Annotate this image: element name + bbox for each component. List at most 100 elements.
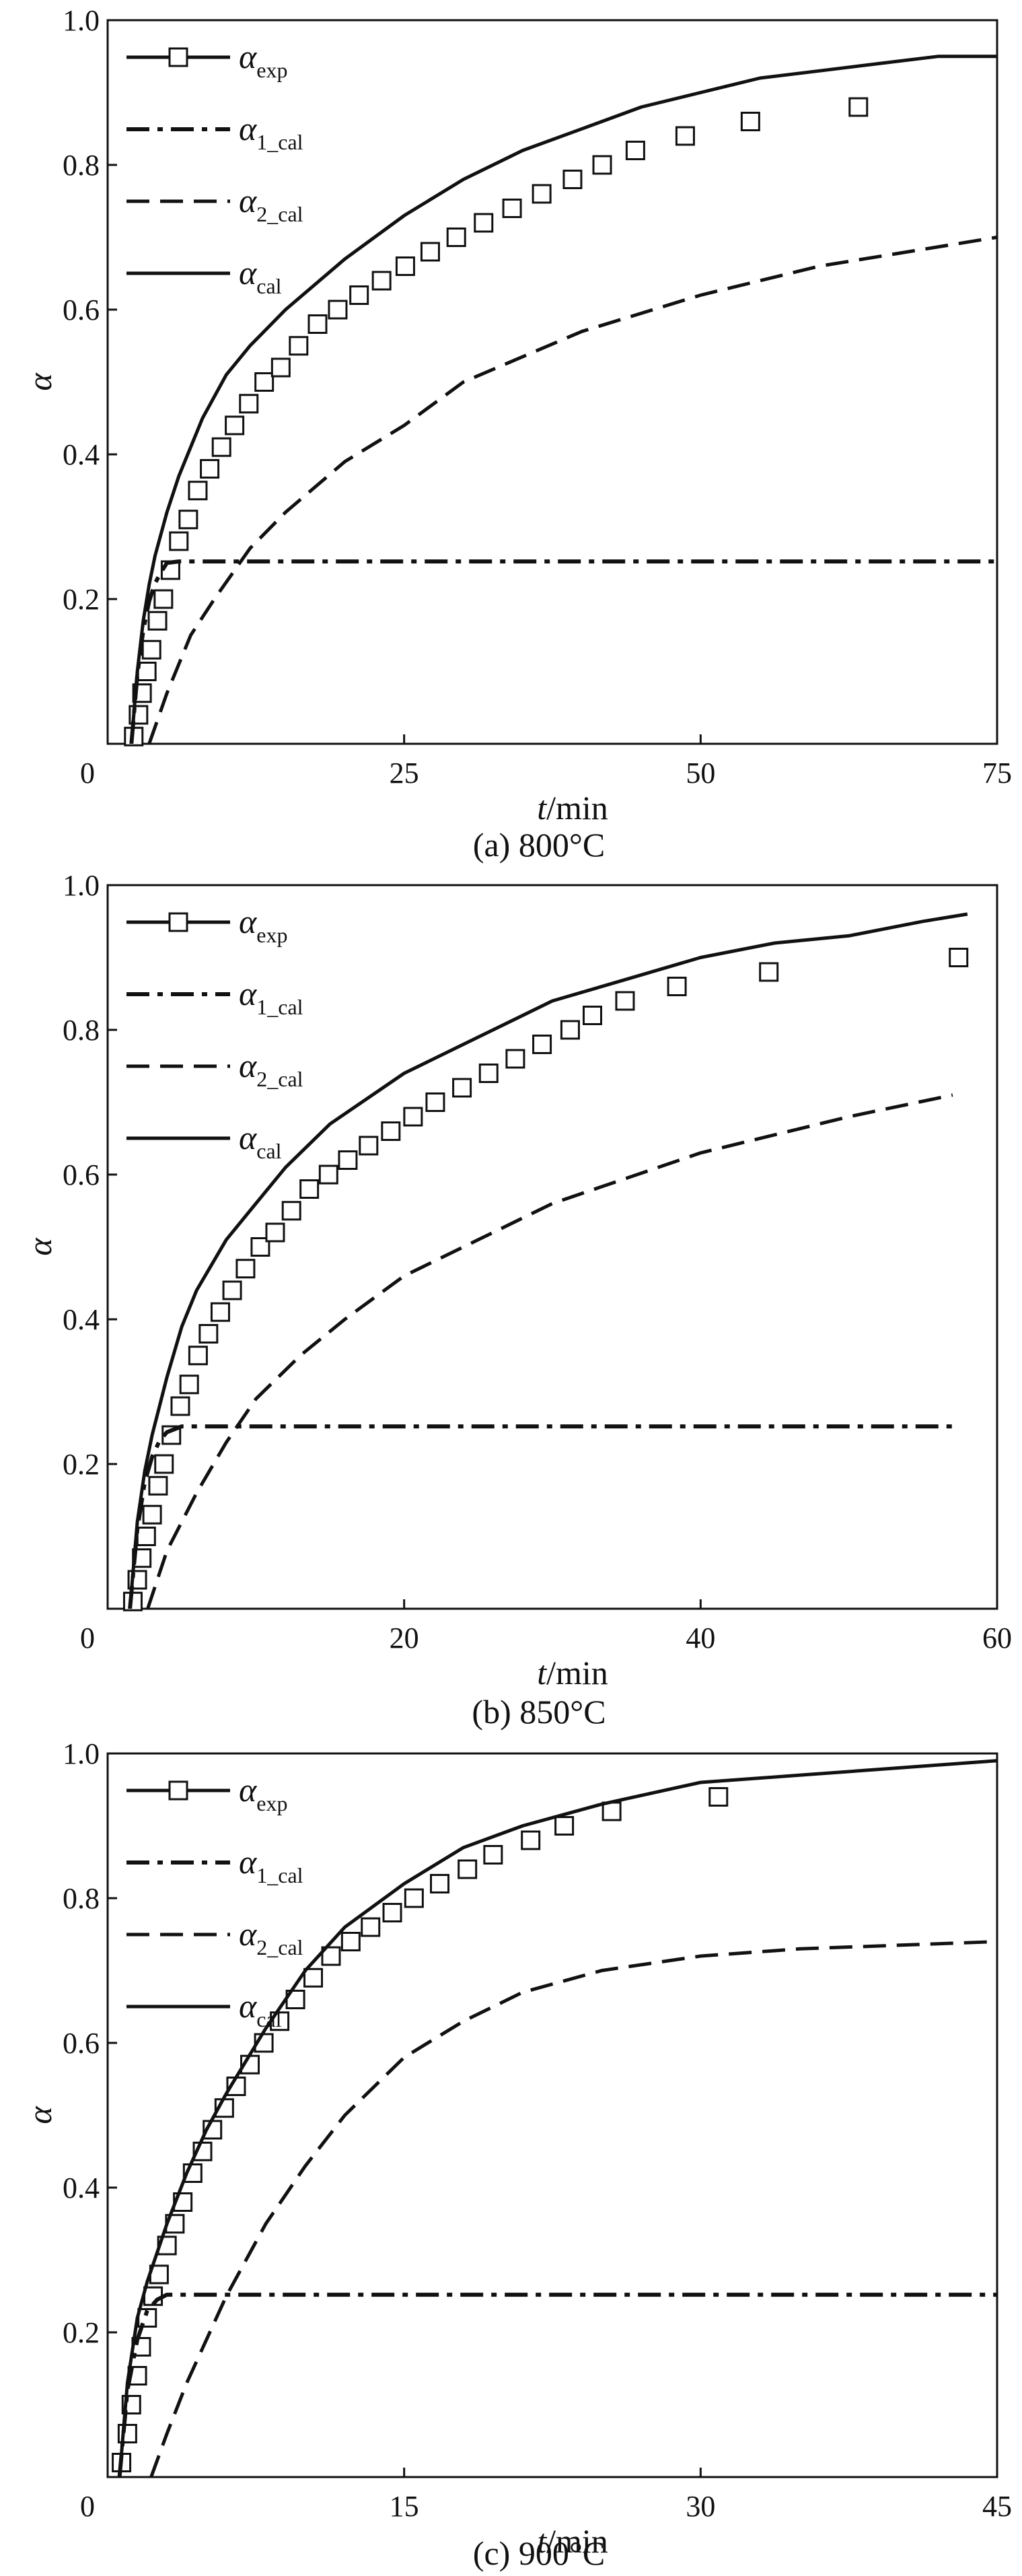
series-line-1-cal: [117, 2293, 997, 2477]
legend-label-main: α: [239, 110, 258, 147]
legend-label-main: α: [239, 254, 258, 291]
data-point-exp: [381, 1121, 401, 1141]
series-exp-markers: [112, 1787, 729, 2472]
y-tick-label: 0.8: [63, 1882, 100, 1915]
y-tick-label: 0.2: [63, 583, 100, 616]
data-point-exp: [371, 271, 392, 291]
plot-frame: [106, 19, 998, 745]
y-tick-label: 0.4: [63, 1303, 100, 1336]
data-point-exp: [141, 639, 161, 660]
data-point-exp: [404, 1888, 424, 1908]
data-point-exp: [192, 2141, 213, 2161]
legend-label-main: α: [239, 38, 258, 75]
legend-label: α1_cal: [239, 975, 303, 1019]
legend-label-sub: exp: [256, 923, 287, 947]
data-point-exp: [281, 1201, 301, 1221]
y-tick-label: 0.2: [63, 1448, 100, 1481]
series-line-2-cal: [149, 1940, 997, 2477]
x-tick-label: 75: [982, 757, 1012, 790]
series-line-cal: [128, 912, 968, 1609]
data-point-exp: [289, 336, 309, 356]
x-tick-label: 50: [686, 757, 715, 790]
legend-label-sub: 1_cal: [256, 995, 303, 1019]
x-axis-label: t/min: [537, 789, 608, 827]
data-point-exp: [420, 242, 440, 262]
legend-label-sub: 2_cal: [256, 1067, 303, 1091]
x-axis-label-var: t: [537, 789, 547, 827]
data-point-exp: [328, 300, 348, 320]
data-point-exp: [478, 1064, 499, 1083]
data-point-exp: [532, 184, 552, 204]
legend-label-sub: cal: [256, 274, 281, 298]
data-point-exp: [147, 611, 168, 631]
x-axis-label-unit: /min: [546, 2522, 608, 2560]
y-tick-label: 0.2: [63, 2316, 100, 2349]
data-point-exp: [483, 1845, 503, 1865]
data-point-exp: [349, 285, 369, 305]
data-point-exp: [848, 97, 869, 117]
data-point-exp: [505, 1049, 525, 1069]
data-point-exp: [137, 662, 157, 681]
legend-label-sub: 2_cal: [256, 1935, 303, 1959]
data-point-exp: [532, 1035, 552, 1054]
legend-label: αcal: [239, 254, 282, 298]
data-point-exp: [425, 1092, 445, 1112]
data-point-exp: [359, 1136, 379, 1156]
legend-label: αexp: [239, 38, 287, 82]
legend-label-sub: cal: [256, 2007, 281, 2031]
data-point-exp: [446, 228, 466, 247]
legend-label: αcal: [239, 1119, 282, 1163]
data-point-exp: [169, 531, 189, 551]
x-tick-label: 40: [686, 1622, 715, 1655]
data-point-exp: [759, 962, 779, 982]
data-point-exp: [403, 1107, 423, 1127]
data-point-exp: [452, 1078, 472, 1098]
x-tick-label: 20: [390, 1622, 419, 1655]
legend-label-sub: exp: [256, 1791, 287, 1815]
data-point-exp: [562, 170, 583, 189]
data-point-exp: [153, 589, 174, 609]
x-axis-label: t/min: [537, 2522, 608, 2560]
legend-label-main: α: [239, 975, 258, 1012]
legend-label: α1_cal: [239, 1843, 303, 1887]
data-point-exp: [303, 1968, 324, 1988]
x-tick-label: 0: [80, 2490, 95, 2523]
data-point-exp: [198, 1324, 219, 1344]
data-point-exp: [307, 314, 328, 334]
x-axis-label: t/min: [537, 1654, 608, 1692]
series-line-1-cal: [129, 559, 997, 744]
x-tick-label: 30: [686, 2490, 715, 2523]
y-tick-label: 0.4: [63, 2171, 100, 2204]
y-tick-label: 0.6: [63, 293, 100, 326]
x-axis-label-unit: /min: [546, 789, 608, 827]
data-point-exp: [708, 1787, 729, 1807]
data-point-exp: [210, 1302, 230, 1322]
data-point-exp: [148, 1475, 168, 1496]
legend-label-main: α: [239, 903, 258, 940]
data-point-exp: [554, 1816, 575, 1836]
panel-caption: (c) 900°C: [473, 2534, 605, 2572]
data-point-exp: [188, 481, 208, 501]
legend-label-sub: 1_cal: [256, 130, 303, 154]
legend-label-main: α: [239, 1915, 258, 1953]
data-point-exp: [270, 357, 291, 378]
data-point-exp: [340, 1932, 361, 1951]
legend-marker: [168, 47, 188, 67]
data-point-exp: [474, 213, 494, 233]
data-point-exp: [361, 1917, 381, 1937]
data-point-exp: [179, 1374, 199, 1395]
data-point-exp: [395, 256, 415, 276]
legend-label-main: α: [239, 1987, 258, 2025]
y-tick-label: 1.0: [63, 4, 100, 37]
data-point-exp: [521, 1830, 541, 1850]
data-point-exp: [154, 1454, 174, 1474]
data-point-exp: [254, 372, 275, 392]
legend-marker: [168, 912, 188, 932]
legend-label: α2_cal: [239, 182, 303, 226]
y-axis-label: α: [21, 2105, 59, 2124]
data-point-exp: [582, 1006, 602, 1025]
legend-label: α1_cal: [239, 110, 303, 154]
data-point-exp: [200, 459, 220, 479]
